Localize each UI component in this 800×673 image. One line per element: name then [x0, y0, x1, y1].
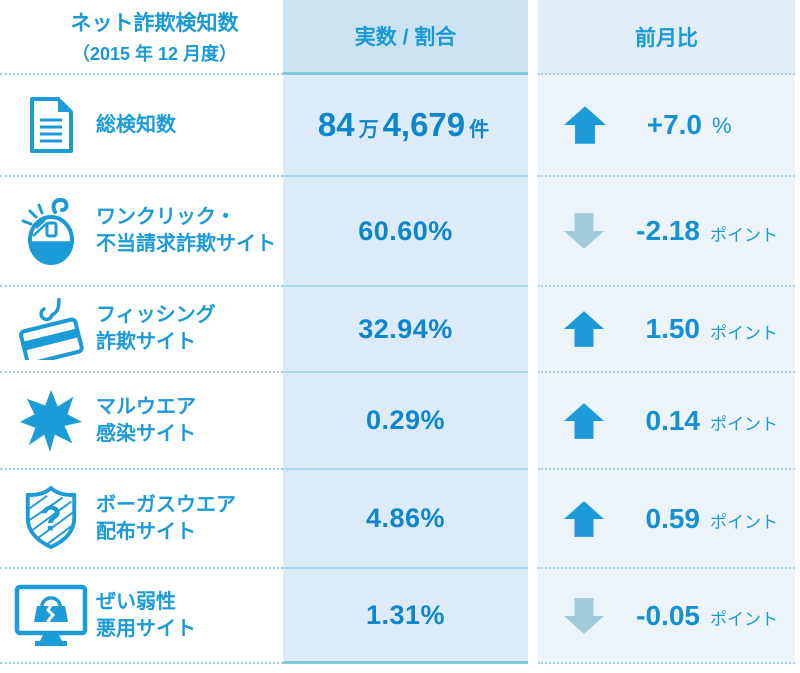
up-arrow-icon	[564, 500, 604, 537]
row-value-cell: 60.60%	[283, 177, 528, 287]
column-gap	[528, 373, 538, 470]
table-row: 総検知数 84 万 4,679 件 +7.0 %	[0, 75, 800, 177]
row-change-cell: 0.59 ポイント	[538, 470, 795, 569]
row-label: ぜい弱性 悪用サイト	[96, 590, 196, 640]
value-number: 4.86%	[365, 503, 446, 533]
value-unit: 件	[469, 118, 490, 141]
row-value-cell: 4.86%	[283, 470, 528, 569]
up-arrow-icon	[564, 402, 604, 439]
malware-burst-icon	[12, 389, 90, 453]
table-row: ? ボーガスウエア 配布サイト 4.86% 0.59 ポイント	[0, 470, 800, 569]
up-arrow-icon	[564, 106, 606, 144]
change-unit: ポイント	[710, 610, 778, 629]
row-category-cell: ぜい弱性 悪用サイト	[0, 569, 283, 664]
value-unit: 万	[358, 118, 379, 141]
row-label: フィッシング 詐欺サイト	[96, 304, 216, 353]
row-category-cell: マルウエア 感染サイト	[0, 373, 283, 470]
row-change-cell: -0.05 ポイント	[538, 569, 795, 664]
column-header-value: 実数 / 割合	[283, 0, 528, 75]
table-row: ぜい弱性 悪用サイト 1.31% -0.05 ポイント	[0, 569, 800, 664]
column-gap	[528, 0, 538, 75]
change-value: 0.14	[645, 404, 701, 436]
column-gap	[528, 287, 538, 373]
value-number: 4,679	[382, 106, 466, 143]
value-number: 84	[317, 106, 355, 143]
change-unit: %	[712, 113, 732, 138]
column-gap	[528, 75, 538, 177]
change-value: +7.0	[646, 109, 702, 140]
column-gap	[528, 177, 538, 287]
table-header-row: ネット詐欺検知数 （2015 年 12 月度） 実数 / 割合 前月比	[0, 0, 800, 75]
row-change-cell: -2.18 ポイント	[538, 177, 795, 287]
row-change-cell: +7.0 %	[538, 75, 795, 177]
bogusware-shield-icon: ?	[12, 484, 90, 554]
row-label: ボーガスウエア 配布サイト	[96, 493, 236, 543]
value-number: 0.29%	[365, 405, 446, 435]
document-icon	[12, 96, 90, 154]
change-unit: ポイント	[710, 513, 778, 532]
down-arrow-icon	[564, 213, 604, 249]
row-value-cell: 32.94%	[283, 287, 528, 373]
row-label: 総検知数	[96, 113, 176, 136]
value-number: 1.31%	[365, 599, 446, 630]
row-change-cell: 0.14 ポイント	[538, 373, 795, 470]
change-unit: ポイント	[710, 323, 778, 343]
svg-text:?: ?	[40, 499, 61, 538]
mouse-icon	[12, 196, 90, 266]
column-gap	[528, 470, 538, 569]
row-category-cell: 総検知数	[0, 75, 283, 177]
row-category-cell: ワンクリック・ 不当請求詐欺サイト	[0, 177, 283, 287]
row-label: マルウエア 感染サイト	[96, 395, 196, 445]
row-label: ワンクリック・ 不当請求詐欺サイト	[96, 206, 276, 255]
row-change-cell: 1.50 ポイント	[538, 287, 795, 373]
table-row: マルウエア 感染サイト 0.29% 0.14 ポイント	[0, 373, 800, 470]
table-title-line1: ネット詐欺検知数	[70, 12, 239, 35]
change-value: -2.18	[636, 215, 700, 246]
row-value-cell: 84 万 4,679 件	[283, 75, 528, 177]
change-unit: ポイント	[710, 415, 778, 434]
change-value: 1.50	[645, 313, 701, 344]
change-value: 0.59	[645, 502, 701, 534]
table-title-line2: （2015 年 12 月度）	[71, 44, 238, 64]
table-row: ワンクリック・ 不当請求詐欺サイト 60.60% -2.18 ポイント	[0, 177, 800, 287]
change-unit: ポイント	[710, 225, 778, 245]
column-gap	[528, 569, 538, 664]
row-category-cell: ? ボーガスウエア 配布サイト	[0, 470, 283, 569]
down-arrow-icon	[564, 597, 604, 634]
column-header-change: 前月比	[538, 0, 795, 75]
vulnerability-monitor-icon	[12, 583, 90, 649]
value-number: 60.60%	[358, 215, 453, 246]
up-arrow-icon	[564, 311, 604, 347]
row-category-cell: フィッシング 詐欺サイト	[0, 287, 283, 373]
phishing-card-icon	[12, 298, 90, 360]
row-value-cell: 1.31%	[283, 569, 528, 664]
change-value: -0.05	[636, 599, 700, 631]
table-row: フィッシング 詐欺サイト 32.94% 1.50 ポイント	[0, 287, 800, 373]
row-value-cell: 0.29%	[283, 373, 528, 470]
value-number: 32.94%	[358, 313, 453, 344]
table-title: ネット詐欺検知数 （2015 年 12 月度）	[0, 0, 283, 75]
